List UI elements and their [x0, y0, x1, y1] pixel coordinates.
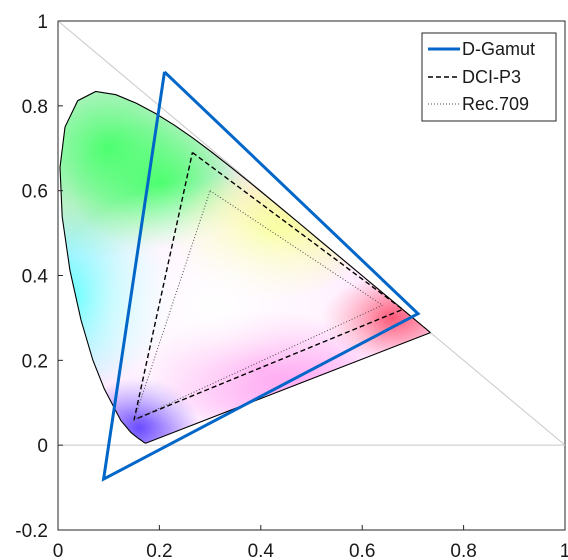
y-tick-label: -0.2: [15, 521, 48, 542]
series-dci-p3-triangle: [133, 151, 405, 421]
x-tick-label: 0: [53, 541, 64, 560]
locus-color-blob-7: [60, 177, 388, 433]
y-tick-label: 0.2: [22, 351, 48, 372]
x-tick-label: 0.6: [349, 541, 375, 560]
x-axis-tick-labels: 0 0.2 0.4 0.6 0.8 1: [53, 525, 568, 560]
y-tick-label: 1: [37, 12, 48, 33]
y-tick-label: 0.8: [22, 97, 48, 118]
x-tick-label: 0.2: [146, 541, 172, 560]
x-tick-label: 0.8: [450, 541, 476, 560]
y-axis-tick-labels: -0.2 0 0.2 0.4 0.6 0.8 1: [15, 12, 63, 542]
series-d-gamut-triangle: [101, 70, 421, 482]
spectral-locus-outline: [59, 90, 431, 444]
y-tick-label: 0: [37, 436, 48, 457]
x-tick-label: 1: [560, 541, 568, 560]
legend-label-d-gamut: D-Gamut: [462, 39, 535, 59]
legend-label-rec709: Rec.709: [462, 94, 529, 114]
legend-label-dci-p3: DCI-P3: [462, 67, 521, 87]
legend: D-Gamut DCI-P3 Rec.709: [421, 32, 557, 122]
gamut-triangles: [101, 70, 421, 482]
x-tick-label: 0.4: [248, 541, 275, 560]
y-tick-label: 0.6: [22, 182, 48, 203]
y-tick-label: 0.4: [22, 267, 49, 288]
